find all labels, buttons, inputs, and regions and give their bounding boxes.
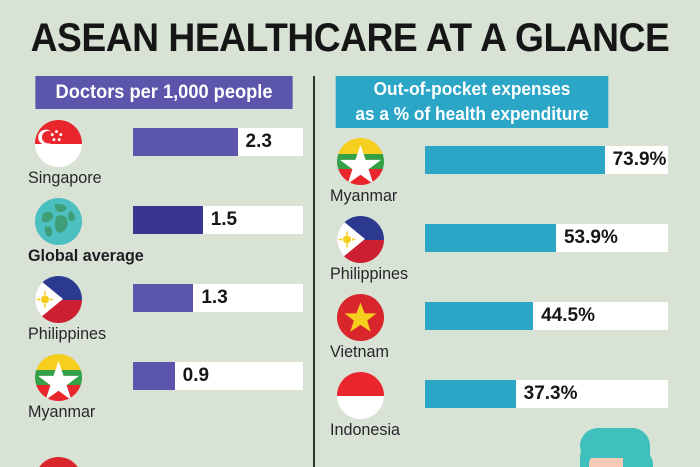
bar-fill [133, 128, 238, 156]
bar-fill [133, 206, 203, 234]
right-panel-header-line2: as a % of health expenditure [355, 104, 589, 124]
chart-row: Global average 1.5 [28, 198, 304, 276]
bar-value: 73.9% [612, 149, 667, 170]
row-label: Vietnam [330, 342, 389, 361]
left-panel-rows: Singapore 2.3 [28, 120, 304, 432]
bar-fill [133, 284, 194, 312]
singapore-flag-icon [35, 120, 82, 167]
page-title: ASEAN HEALTHCARE AT A GLANCE [30, 16, 670, 60]
bar-value: 1.5 [210, 209, 238, 230]
row-label: Myanmar [330, 186, 398, 205]
indonesia-flag-icon [337, 372, 384, 419]
bar-track: 0.9 [133, 362, 303, 390]
right-panel-rows: Myanmar 73.9% [330, 138, 682, 450]
partial-flag-icon [35, 457, 82, 467]
myanmar-flag-icon [35, 354, 82, 401]
bar-value: 1.3 [201, 287, 228, 308]
bar-fill [425, 224, 556, 252]
philippines-flag-icon [35, 276, 82, 323]
globe-icon [35, 198, 82, 245]
bar-value: 44.5% [541, 305, 595, 326]
row-label: Myanmar [28, 402, 96, 421]
bar-value: 37.3% [523, 383, 578, 404]
bar-track: 44.5% [425, 302, 668, 330]
panel-divider [313, 76, 315, 467]
chart-row: Myanmar 73.9% [330, 138, 682, 216]
bar-track: 53.9% [425, 224, 668, 252]
person-illustration [575, 428, 695, 467]
row-label: Philippines [28, 324, 107, 343]
right-panel-header: Out-of-pocket expenses as a % of health … [335, 76, 609, 128]
vietnam-flag-icon [337, 294, 384, 341]
chart-row: Singapore 2.3 [28, 120, 304, 198]
right-panel: Out-of-pocket expenses as a % of health … [330, 76, 682, 439]
bar-fill [425, 380, 516, 408]
chart-row: Vietnam 44.5% [330, 294, 682, 372]
bar-fill [133, 362, 175, 390]
chart-row: Indonesia 37.3% [330, 372, 682, 450]
bar-track: 1.3 [133, 284, 303, 312]
left-panel-header: Doctors per 1,000 people [35, 76, 293, 109]
philippines-flag-icon [337, 216, 384, 263]
bar-value: 53.9% [563, 227, 618, 248]
chart-row: Philippines 53.9% [330, 216, 682, 294]
bar-value: 2.3 [245, 131, 272, 152]
right-panel-header-line1: Out-of-pocket expenses [373, 79, 571, 99]
bar-fill [425, 302, 534, 330]
bar-track: 2.3 [133, 128, 303, 156]
bar-track: 1.5 [133, 206, 303, 234]
row-label: Indonesia [330, 420, 401, 439]
row-label: Singapore [28, 168, 102, 187]
chart-row: Myanmar 0.9 [28, 354, 304, 432]
row-label: Philippines [330, 264, 409, 283]
bar-fill [425, 146, 605, 174]
person-shoulder [623, 450, 653, 467]
chart-row: Philippines 1.3 [28, 276, 304, 354]
bar-value: 0.9 [182, 365, 210, 386]
left-panel: Doctors per 1,000 people [28, 76, 304, 421]
bar-track: 37.3% [425, 380, 668, 408]
myanmar-flag-icon [337, 138, 384, 185]
bar-track: 73.9% [425, 146, 668, 174]
row-label: Global average [28, 246, 144, 265]
